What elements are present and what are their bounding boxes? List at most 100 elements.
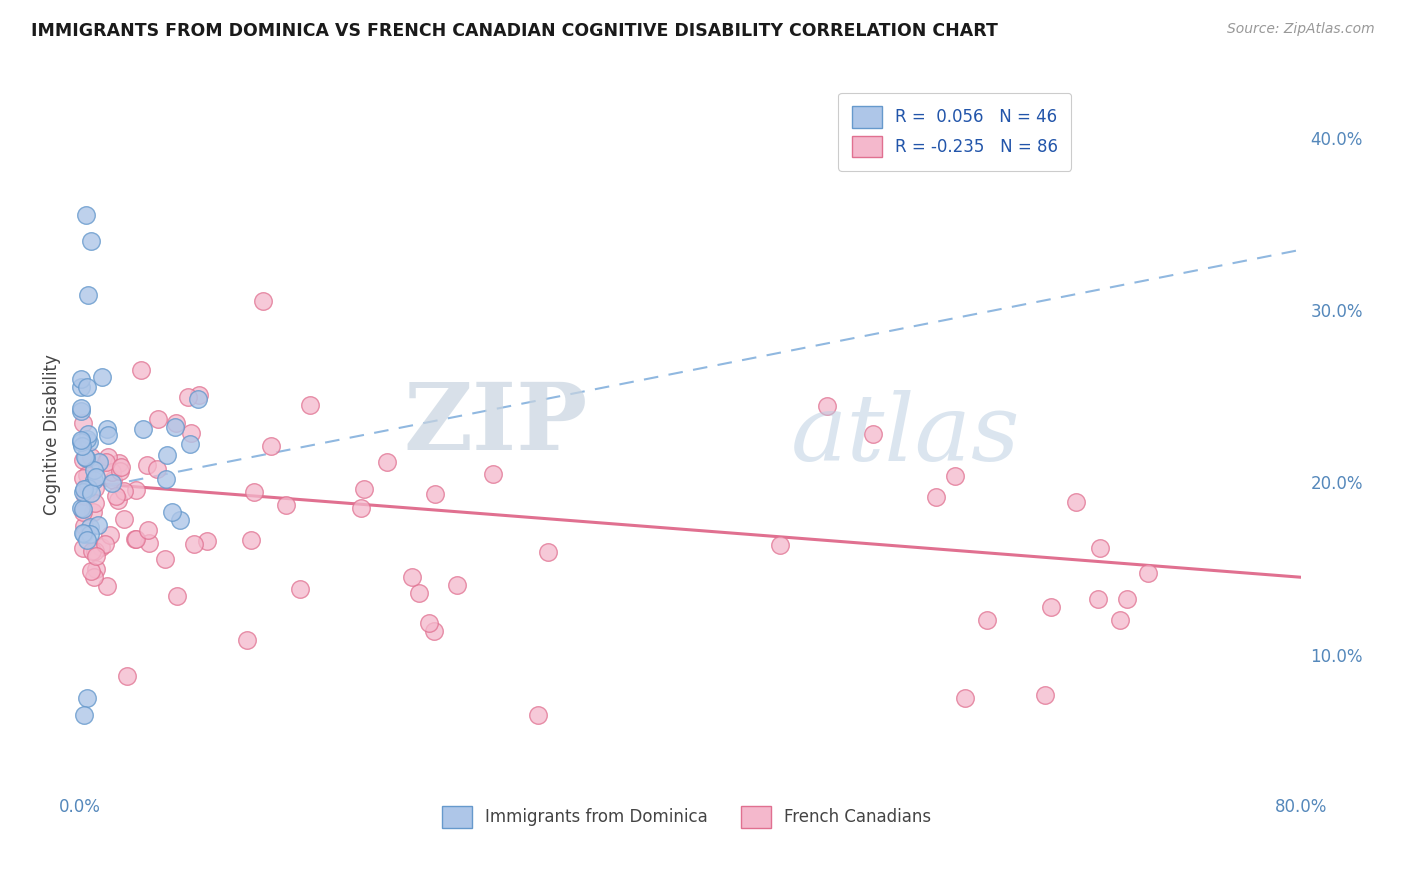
Point xyxy=(76,533,98,547)
Point xyxy=(73,527,96,541)
Point xyxy=(169,513,191,527)
Point xyxy=(423,487,446,501)
Point xyxy=(129,363,152,377)
Text: Source: ZipAtlas.com: Source: ZipAtlas.com xyxy=(1227,22,1375,37)
Point xyxy=(165,416,187,430)
Point xyxy=(153,551,176,566)
Point xyxy=(108,464,131,478)
Point xyxy=(187,392,209,406)
Point xyxy=(1137,566,1160,581)
Point xyxy=(179,437,201,451)
Point xyxy=(76,481,98,495)
Point xyxy=(72,471,94,485)
Point xyxy=(135,458,157,473)
Point xyxy=(298,398,321,412)
Point xyxy=(976,613,998,627)
Point xyxy=(925,491,948,505)
Point xyxy=(84,544,107,558)
Point xyxy=(76,467,98,482)
Point xyxy=(1033,688,1056,702)
Point xyxy=(104,489,127,503)
Point xyxy=(110,459,132,474)
Point xyxy=(70,403,93,417)
Point xyxy=(79,520,101,534)
Point xyxy=(82,505,104,519)
Point xyxy=(160,505,183,519)
Point xyxy=(84,562,107,576)
Point xyxy=(236,632,259,647)
Point xyxy=(87,455,110,469)
Point xyxy=(108,456,131,470)
Point xyxy=(75,451,97,466)
Point xyxy=(84,469,107,483)
Point xyxy=(96,579,118,593)
Point xyxy=(943,469,966,483)
Point xyxy=(125,483,148,498)
Point xyxy=(83,473,105,487)
Point xyxy=(276,498,298,512)
Point xyxy=(188,388,211,402)
Point xyxy=(148,412,170,426)
Point xyxy=(82,544,104,558)
Point xyxy=(131,422,153,436)
Point xyxy=(375,455,398,469)
Point xyxy=(76,690,98,705)
Point xyxy=(112,483,135,498)
Point xyxy=(72,519,94,533)
Point xyxy=(91,370,114,384)
Point xyxy=(146,462,169,476)
Point xyxy=(112,512,135,526)
Point xyxy=(155,472,177,486)
Point xyxy=(76,288,98,302)
Point xyxy=(1090,541,1112,555)
Point xyxy=(96,422,118,436)
Point xyxy=(537,545,560,559)
Point xyxy=(101,475,124,490)
Point xyxy=(115,669,138,683)
Point xyxy=(138,536,160,550)
Point xyxy=(76,380,98,394)
Point xyxy=(107,493,129,508)
Point xyxy=(125,532,148,546)
Point xyxy=(70,439,93,453)
Point xyxy=(90,540,112,554)
Point xyxy=(73,708,96,723)
Point xyxy=(98,528,121,542)
Point xyxy=(73,450,96,465)
Point xyxy=(862,426,884,441)
Point xyxy=(73,482,96,496)
Point xyxy=(79,234,101,248)
Point xyxy=(72,485,94,500)
Point xyxy=(1064,495,1087,509)
Point xyxy=(481,467,503,482)
Point xyxy=(1108,613,1130,627)
Point xyxy=(70,500,93,515)
Point xyxy=(94,455,117,469)
Point xyxy=(526,708,548,723)
Point xyxy=(288,582,311,596)
Point xyxy=(418,615,440,630)
Point xyxy=(101,465,124,479)
Point xyxy=(156,448,179,462)
Point xyxy=(953,690,976,705)
Point xyxy=(163,419,186,434)
Point xyxy=(77,435,100,450)
Point xyxy=(353,482,375,496)
Point xyxy=(401,570,423,584)
Point xyxy=(769,538,792,552)
Point xyxy=(103,473,125,487)
Point xyxy=(72,505,94,519)
Point xyxy=(70,372,93,386)
Point xyxy=(195,534,218,549)
Text: atlas: atlas xyxy=(790,390,1021,480)
Point xyxy=(80,486,103,500)
Point xyxy=(72,453,94,467)
Point xyxy=(239,533,262,547)
Point xyxy=(94,537,117,551)
Point xyxy=(80,450,103,464)
Point xyxy=(84,549,107,564)
Point xyxy=(80,564,103,578)
Point xyxy=(79,527,101,541)
Point xyxy=(183,537,205,551)
Point xyxy=(70,401,93,416)
